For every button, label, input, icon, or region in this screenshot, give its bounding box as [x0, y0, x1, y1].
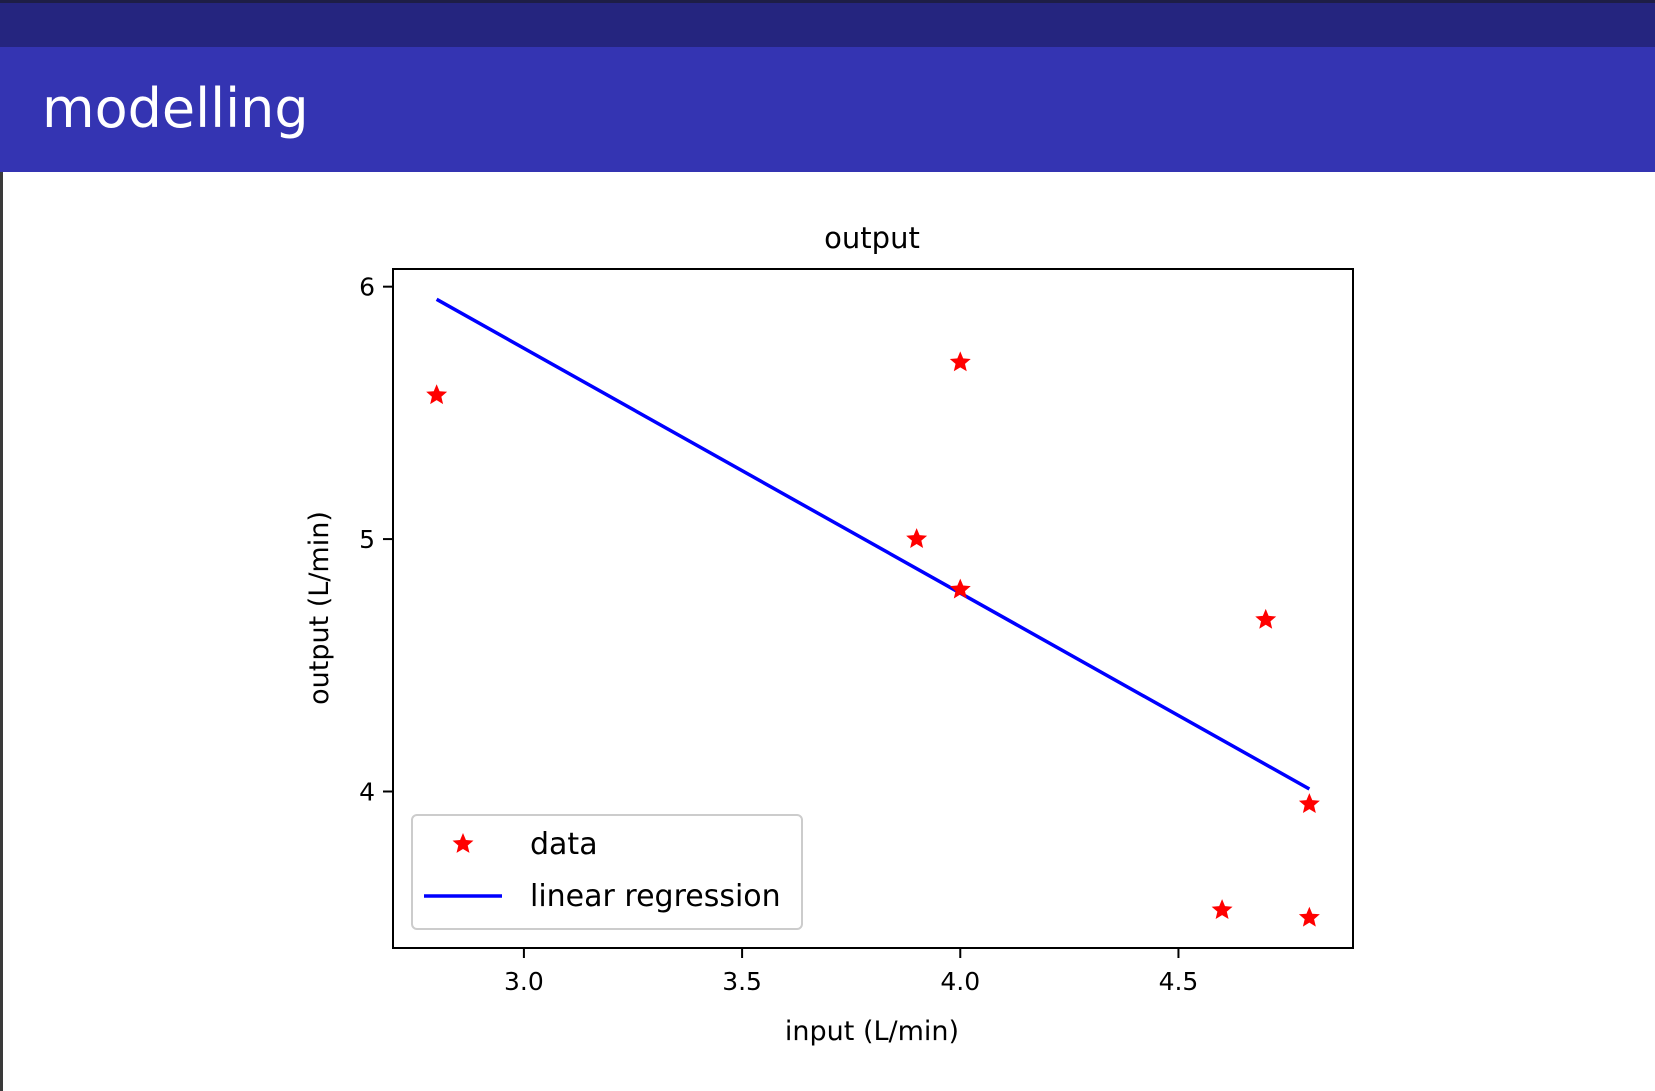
data-point [1298, 793, 1320, 814]
x-tick-label: 4.5 [1159, 967, 1199, 996]
data-point [426, 384, 448, 405]
data-point [949, 578, 971, 599]
x-tick-label: 3.0 [504, 967, 544, 996]
y-tick-label: 4 [359, 778, 375, 807]
y-tick-label: 5 [359, 525, 375, 554]
legend: data linear regression [411, 814, 803, 930]
x-axis-label: input (L/min) [785, 1016, 959, 1047]
legend-box [411, 814, 803, 930]
y-axis: 4 5 6 [359, 273, 393, 807]
title-bar [0, 47, 1655, 172]
chart-title: output [824, 221, 920, 255]
slide-title: modelling [42, 77, 309, 140]
legend-label: linear regression [530, 879, 781, 914]
data-point [1255, 608, 1277, 629]
data-point [1298, 906, 1320, 927]
y-tick-label: 6 [359, 273, 375, 302]
x-tick-label: 4.0 [940, 967, 980, 996]
x-axis: 3.0 3.5 4.0 4.5 [504, 948, 1198, 996]
data-point [1211, 899, 1233, 920]
plot-area [392, 268, 1354, 949]
legend-label: data [530, 827, 598, 862]
regression-line [435, 297, 1311, 791]
y-axis-label: output (L/min) [304, 511, 335, 705]
navigation-strip [0, 0, 1655, 47]
series-layer [426, 297, 1320, 927]
data-point [949, 351, 971, 372]
legend-marker-data [452, 833, 474, 853]
data-point [906, 528, 928, 548]
x-tick-label: 3.5 [722, 967, 762, 996]
legend-items: data linear regression [424, 827, 781, 914]
